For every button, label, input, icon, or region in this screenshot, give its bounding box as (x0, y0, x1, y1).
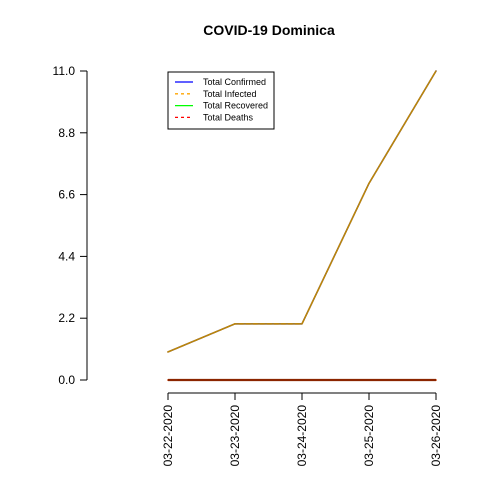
y-tick-label: 2.2 (58, 311, 75, 325)
y-tick-label: 6.6 (58, 188, 75, 202)
legend-label: Total Confirmed (203, 77, 266, 87)
legend-label: Total Infected (203, 89, 257, 99)
y-tick-label: 11.0 (53, 64, 76, 78)
x-tick-label: 03-22-2020 (161, 405, 175, 467)
x-tick-label: 03-24-2020 (295, 405, 309, 467)
legend-box (167, 71, 275, 130)
series-line-overlay-cases (167, 70, 437, 353)
y-axis: 0.0 2.2 4.4 6.6 8.8 11.0 (53, 64, 88, 387)
legend-label: Total Deaths (203, 112, 254, 122)
y-tick-label: 4.4 (58, 249, 75, 263)
x-tick-label: 03-26-2020 (429, 405, 443, 467)
legend: Total Confirmed Total Infected Total Recov… (167, 71, 275, 130)
x-tick-label: 03-23-2020 (228, 405, 242, 467)
legend-label: Total Recovered (203, 101, 268, 111)
legend-items: Total Confirmed Total Infected Total Recov… (175, 77, 268, 122)
y-tick-label: 0.0 (58, 373, 75, 387)
series-layer (167, 70, 437, 382)
x-axis: 03-22-2020 03-23-2020 03-24-2020 03-25-2020… (161, 392, 443, 467)
chart-title: COVID-19 Dominica (203, 22, 335, 38)
y-tick-label: 8.8 (58, 126, 75, 140)
x-tick-label: 03-25-2020 (362, 405, 376, 467)
